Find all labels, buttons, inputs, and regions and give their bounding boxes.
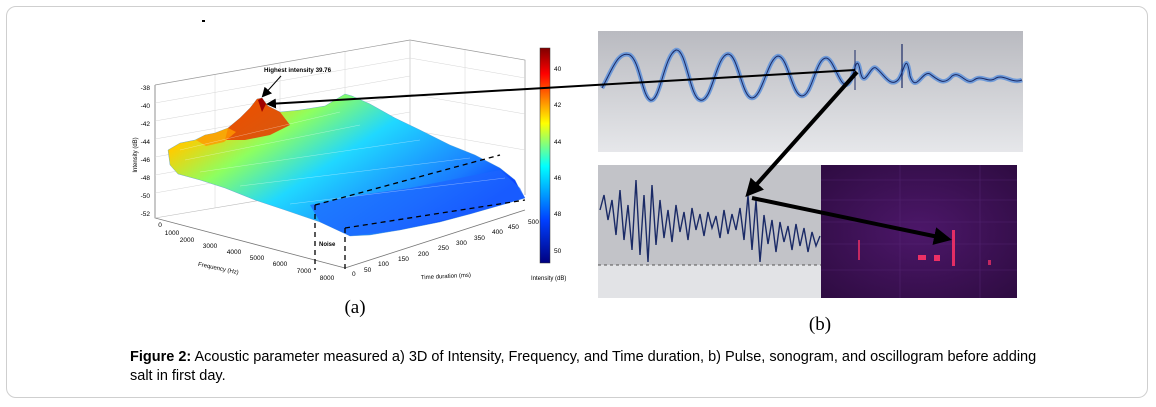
colorbar-tick: 48: [554, 211, 562, 218]
z-tick: -50: [141, 193, 151, 200]
sonogram-panel: [821, 165, 1017, 298]
z-tick: -38: [141, 85, 151, 92]
z-tick: -42: [141, 121, 151, 128]
time-tick: 200: [418, 251, 429, 258]
panel-b-label: (b): [809, 314, 831, 335]
caption-label: Figure 2:: [130, 349, 192, 365]
pulse-to-oscillogram-arrow: [745, 70, 859, 197]
x-axis-label: Frequency (Hz): [197, 262, 239, 276]
caption-text: Acoustic parameter measured a) 3D of Int…: [130, 349, 1037, 384]
peak-annotation: Highest intensity 39.76: [264, 67, 332, 74]
freq-tick: 5000: [250, 255, 265, 262]
time-tick: 400: [492, 229, 503, 236]
oscillogram-trace: [599, 179, 821, 263]
oscillogram-to-sonogram-arrow: [751, 196, 952, 245]
freq-tick: 3000: [203, 243, 218, 250]
peak-arrow: [266, 69, 856, 109]
z-tick: -40: [141, 103, 151, 110]
z-tick: -48: [141, 175, 151, 182]
stray-mark: [202, 20, 205, 22]
time-tick: 250: [438, 245, 449, 252]
freq-tick: 4000: [227, 249, 242, 256]
freq-tick: 7000: [297, 268, 312, 275]
pulse-waveform-panel: [598, 31, 1023, 152]
figure-caption: Figure 2: Acoustic parameter measured a)…: [130, 348, 1060, 386]
colorbar: [539, 47, 551, 264]
time-tick: 50: [364, 267, 372, 274]
time-tick: 100: [378, 261, 389, 268]
freq-tick: 0: [158, 222, 162, 229]
colorbar-tick: 40: [554, 66, 562, 73]
time-tick: 450: [508, 224, 519, 231]
freq-tick: 6000: [273, 261, 288, 268]
time-tick: 350: [474, 235, 485, 242]
time-tick: 150: [398, 256, 409, 263]
colorbar-tick: 44: [554, 139, 562, 146]
freq-tick: 8000: [320, 275, 335, 282]
colorbar-tick: 42: [554, 102, 562, 109]
time-tick: 500: [528, 219, 539, 226]
freq-tick: 2000: [180, 237, 195, 244]
colorbar-tick: 50: [554, 248, 562, 255]
colorbar-tick: 46: [554, 175, 562, 182]
z-tick: -52: [141, 211, 151, 218]
z-tick: -44: [141, 139, 151, 146]
panel-a-label: (a): [344, 297, 365, 318]
oscillogram-panel: [598, 165, 821, 298]
freq-tick: 1000: [165, 230, 180, 237]
noise-label: Noise: [319, 242, 336, 248]
time-tick: 300: [456, 240, 467, 247]
colorbar-label: Intensity (dB): [531, 276, 566, 282]
y-axis-label: Time duration (ms): [421, 273, 471, 282]
z-tick: -46: [141, 157, 151, 164]
time-tick: 0: [352, 271, 356, 278]
z-axis-label: Intensity (dB): [133, 137, 139, 172]
panel-a-plot: Highest intensity 39.76 Noise -38 -40 -4…: [133, 39, 566, 282]
